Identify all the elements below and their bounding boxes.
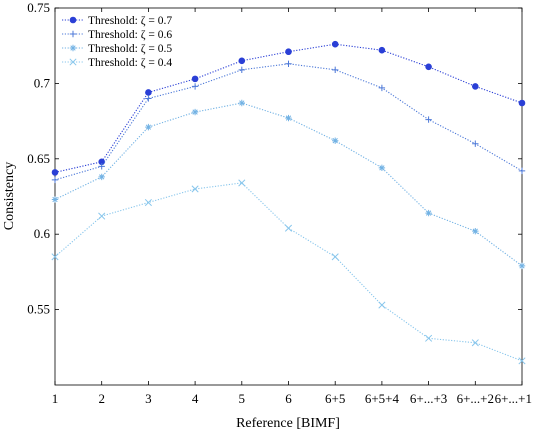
legend-marker (69, 58, 77, 66)
data-point (472, 140, 479, 147)
data-point (284, 224, 293, 232)
y-tick-label: 0.7 (34, 75, 51, 90)
x-tick-label: 6 (285, 391, 292, 406)
data-point (285, 48, 292, 56)
data-point (378, 46, 386, 54)
legend: Threshold: ζ = 0.7 Threshold: ζ = 0.6 Thre… (59, 12, 178, 70)
data-point (145, 123, 152, 131)
data-point (238, 66, 245, 74)
x-tick-label: 6+...+3 (410, 391, 447, 406)
data-point (51, 253, 59, 261)
series-layer (51, 40, 526, 365)
legend-marker (69, 16, 77, 24)
data-point (332, 66, 339, 74)
x-tick-label: 6+5+4 (365, 391, 400, 406)
data-point (471, 339, 479, 347)
data-point (51, 196, 59, 203)
x-tick-label: 2 (98, 391, 105, 406)
data-point (238, 179, 246, 187)
data-point (378, 301, 386, 309)
data-point (332, 137, 339, 144)
data-point (472, 227, 479, 235)
legend-label: Threshold: ζ = 0.5 (88, 43, 172, 55)
series-1 (51, 40, 526, 176)
legend-item: Threshold: ζ = 0.7 (62, 15, 172, 27)
y-tick-label: 0.75 (27, 0, 50, 15)
data-point (98, 212, 106, 220)
data-point (518, 99, 526, 107)
x-tick-label: 6+5 (325, 391, 345, 406)
data-point (518, 262, 526, 270)
x-tick-label: 6+...+2 (457, 391, 494, 406)
x-axis-ticks: 1 2 3 4 5 6 6+5 6+5+4 6+...+3 6+...+2 6+...+1 (52, 8, 532, 406)
legend-marker (69, 30, 77, 38)
data-point (238, 57, 246, 65)
y-axis-label: Consistency (2, 162, 17, 230)
series-3 (51, 99, 526, 270)
data-point (285, 114, 292, 122)
x-tick-label: 5 (239, 391, 246, 406)
plot-area (54, 7, 523, 386)
x-axis-label: Reference [BIMF] (236, 416, 340, 431)
data-point (191, 75, 199, 83)
y-axis-ticks: 0.55 0.6 0.65 0.7 0.75 (27, 0, 522, 317)
data-point (98, 163, 105, 170)
data-point (144, 198, 152, 207)
y-tick-label: 0.65 (27, 151, 50, 166)
data-point (191, 185, 199, 193)
data-point (378, 164, 386, 172)
data-point (145, 95, 152, 102)
data-point (51, 169, 59, 176)
x-tick-label: 6+...+1 (495, 391, 532, 406)
legend-box (59, 12, 178, 70)
y-tick-label: 0.55 (27, 302, 50, 317)
data-point (425, 116, 432, 123)
data-point (51, 176, 59, 184)
legend-item: Threshold: ζ = 0.6 (62, 29, 172, 41)
data-point (145, 89, 152, 96)
y-tick-label: 0.6 (34, 226, 51, 241)
data-point (425, 334, 433, 342)
data-point (471, 83, 479, 90)
data-point (518, 167, 526, 175)
series-4 (51, 179, 526, 365)
x-tick-label: 1 (52, 391, 59, 406)
data-point (331, 253, 339, 261)
data-point (378, 84, 386, 92)
data-point (191, 108, 199, 116)
data-point (98, 173, 105, 181)
x-tick-label: 3 (145, 391, 152, 406)
data-point (518, 357, 526, 365)
data-point (238, 99, 245, 107)
data-point (191, 83, 199, 90)
series-2 (51, 60, 526, 184)
legend-marker (69, 44, 77, 52)
data-point (331, 40, 339, 48)
x-tick-label: 4 (192, 391, 199, 406)
legend-item: Threshold: ζ = 0.4 (62, 57, 172, 69)
data-point (425, 209, 432, 217)
legend-label: Threshold: ζ = 0.6 (88, 29, 172, 41)
data-point (425, 63, 432, 71)
legend-label: Threshold: ζ = 0.4 (88, 57, 172, 69)
legend-item: Threshold: ζ = 0.5 (62, 43, 172, 55)
data-point (285, 60, 292, 67)
legend-label: Threshold: ζ = 0.7 (88, 15, 172, 27)
